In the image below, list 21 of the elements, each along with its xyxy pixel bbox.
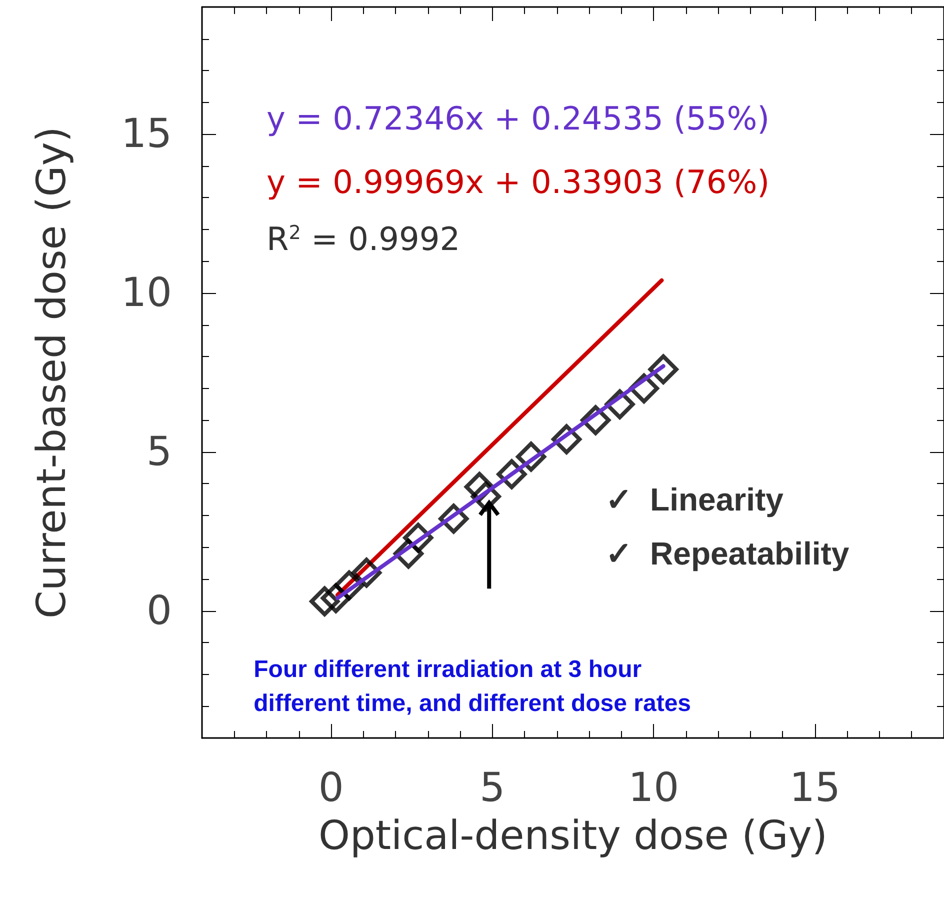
- point: [648, 354, 678, 384]
- point: [496, 459, 527, 490]
- annotation: y = 0.72346x + 0.24535 (55%): [266, 99, 770, 138]
- x-tick-label: 5: [480, 765, 506, 811]
- annotation: y = 0.99969x + 0.33903 (76%): [266, 162, 770, 201]
- y-axis-title: Current-based dose (Gy): [29, 126, 75, 619]
- point: [334, 570, 364, 600]
- y-tick-label: 5: [146, 428, 172, 475]
- point: [320, 583, 351, 614]
- annotation: Four different irradiation at 3 hour different time, and different dose rates: [254, 656, 692, 717]
- point: [310, 586, 340, 616]
- x-tick-label: 0: [318, 765, 344, 811]
- y-tick-label: 15: [121, 111, 172, 158]
- x-axis-title: Optical-density dose (Gy): [318, 813, 828, 859]
- annotation: ✓ Linearity: [605, 482, 784, 518]
- point: [438, 504, 469, 534]
- x-tick-label: 10: [628, 765, 680, 811]
- y-tick-label: 10: [121, 270, 172, 316]
- x-tick-label: 15: [790, 765, 840, 811]
- annotation: ✓ Repeatability: [605, 536, 850, 572]
- y-tick-label: 0: [146, 588, 172, 634]
